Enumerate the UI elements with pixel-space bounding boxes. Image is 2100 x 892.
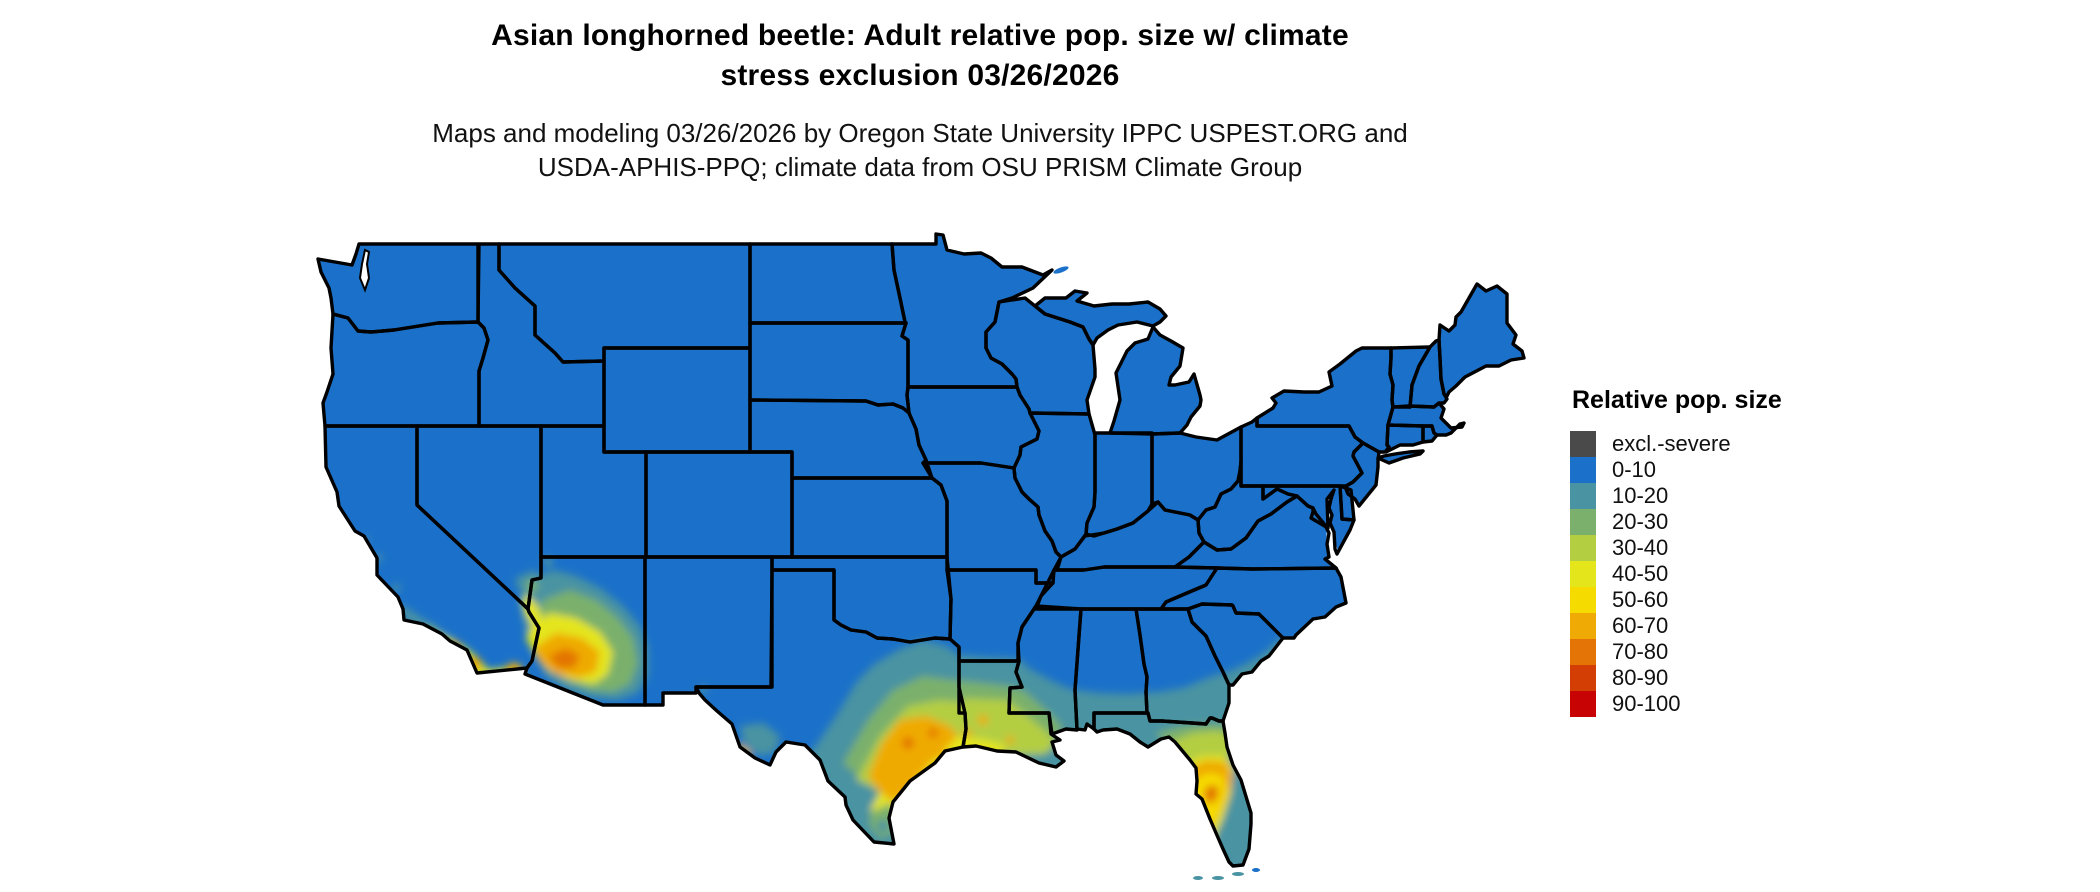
raster-patch	[930, 742, 946, 758]
raster-patch	[548, 648, 580, 668]
legend-item: 40-50	[1570, 561, 1870, 587]
legend-item: 10-20	[1570, 483, 1870, 509]
us-map	[316, 232, 1526, 880]
raster-patch	[1006, 736, 1014, 744]
state-maine	[1439, 284, 1524, 396]
raster-patch	[740, 723, 780, 756]
legend-item-label: 80-90	[1612, 665, 1669, 690]
raster-patch	[868, 716, 958, 802]
legend-item-label: 10-20	[1612, 483, 1669, 508]
legend-title: Relative pop. size	[1572, 386, 1782, 414]
legend-swatch	[1570, 561, 1596, 587]
legend-swatch	[1570, 431, 1596, 457]
raster-patch	[392, 584, 400, 592]
page-title: Asian longhorned beetle: Adult relative …	[0, 16, 1840, 96]
legend-item-label: 0-10	[1612, 457, 1657, 482]
map-subtitle: Maps and modeling 03/26/2026 by Oregon S…	[0, 116, 1840, 184]
legend-item: 90-100	[1570, 691, 1870, 717]
raster-patch	[913, 798, 950, 840]
raster-patch	[505, 663, 523, 681]
subtitle-line-1: Maps and modeling 03/26/2026 by Oregon S…	[432, 118, 1408, 148]
state-north-dakota	[750, 244, 906, 323]
legend-swatch	[1570, 639, 1596, 665]
legend-item-label: 20-30	[1612, 509, 1669, 534]
raster-patch	[1232, 872, 1244, 876]
legend-swatch	[1570, 691, 1596, 717]
map-container	[308, 228, 1528, 888]
subtitle-line-2: USDA-APHIS-PPQ; climate data from OSU PR…	[537, 152, 1303, 182]
legend-item-label: 50-60	[1612, 587, 1669, 612]
raster-patch	[1193, 876, 1203, 880]
title-line-1: Asian longhorned beetle: Adult relative …	[491, 19, 1349, 52]
isle-royale	[1053, 266, 1069, 274]
raster-patch	[928, 728, 938, 738]
legend-swatch	[1570, 535, 1596, 561]
raster-patch	[877, 820, 889, 832]
legend-swatch	[1570, 457, 1596, 483]
state-wyoming	[604, 348, 750, 452]
legend-item-label: 60-70	[1612, 613, 1669, 638]
raster-patch	[543, 557, 553, 567]
raster-patch	[902, 737, 914, 749]
legend-item-label: 90-100	[1612, 691, 1681, 716]
state-new-mexico	[645, 557, 772, 705]
legend-item: 60-70	[1570, 613, 1870, 639]
puget-sound	[358, 248, 371, 293]
florida-keys	[1193, 868, 1260, 880]
legend-item: 30-40	[1570, 535, 1870, 561]
legend-item-label: 30-40	[1612, 535, 1669, 560]
legend-item: excl.-severe	[1570, 431, 1870, 457]
raster-patch	[1212, 876, 1224, 880]
legend-swatch	[1570, 613, 1596, 639]
title-line-2: stress exclusion 03/26/2026	[720, 59, 1120, 92]
legend-item: 70-80	[1570, 639, 1870, 665]
legend-swatch	[1570, 509, 1596, 535]
state-pennsylvania	[1241, 418, 1363, 486]
legend-item: 0-10	[1570, 457, 1870, 483]
legend-item: 50-60	[1570, 587, 1870, 613]
legend: Relative pop. size excl.-severe 0-10 10-20…	[1570, 386, 1870, 717]
states-fill	[318, 234, 1524, 866]
legend-item: 20-30	[1570, 509, 1870, 535]
legend-swatch	[1570, 665, 1596, 691]
legend-item-label: excl.-severe	[1612, 431, 1731, 456]
state-kansas	[792, 478, 947, 557]
raster-patch	[1204, 784, 1219, 805]
legend-item-label: 40-50	[1612, 561, 1669, 586]
state-colorado	[646, 452, 792, 557]
legend-item: 80-90	[1570, 665, 1870, 691]
raster-patch	[1252, 868, 1260, 872]
state-michigan-lower	[1110, 327, 1201, 434]
legend-swatch	[1570, 483, 1596, 509]
legend-item-label: 70-80	[1612, 639, 1669, 664]
legend-items: excl.-severe 0-10 10-20 20-30 30-40 40-50 50-6…	[1570, 431, 1870, 717]
legend-swatch	[1570, 587, 1596, 613]
raster-patch	[978, 715, 988, 725]
state-oregon	[323, 314, 488, 426]
